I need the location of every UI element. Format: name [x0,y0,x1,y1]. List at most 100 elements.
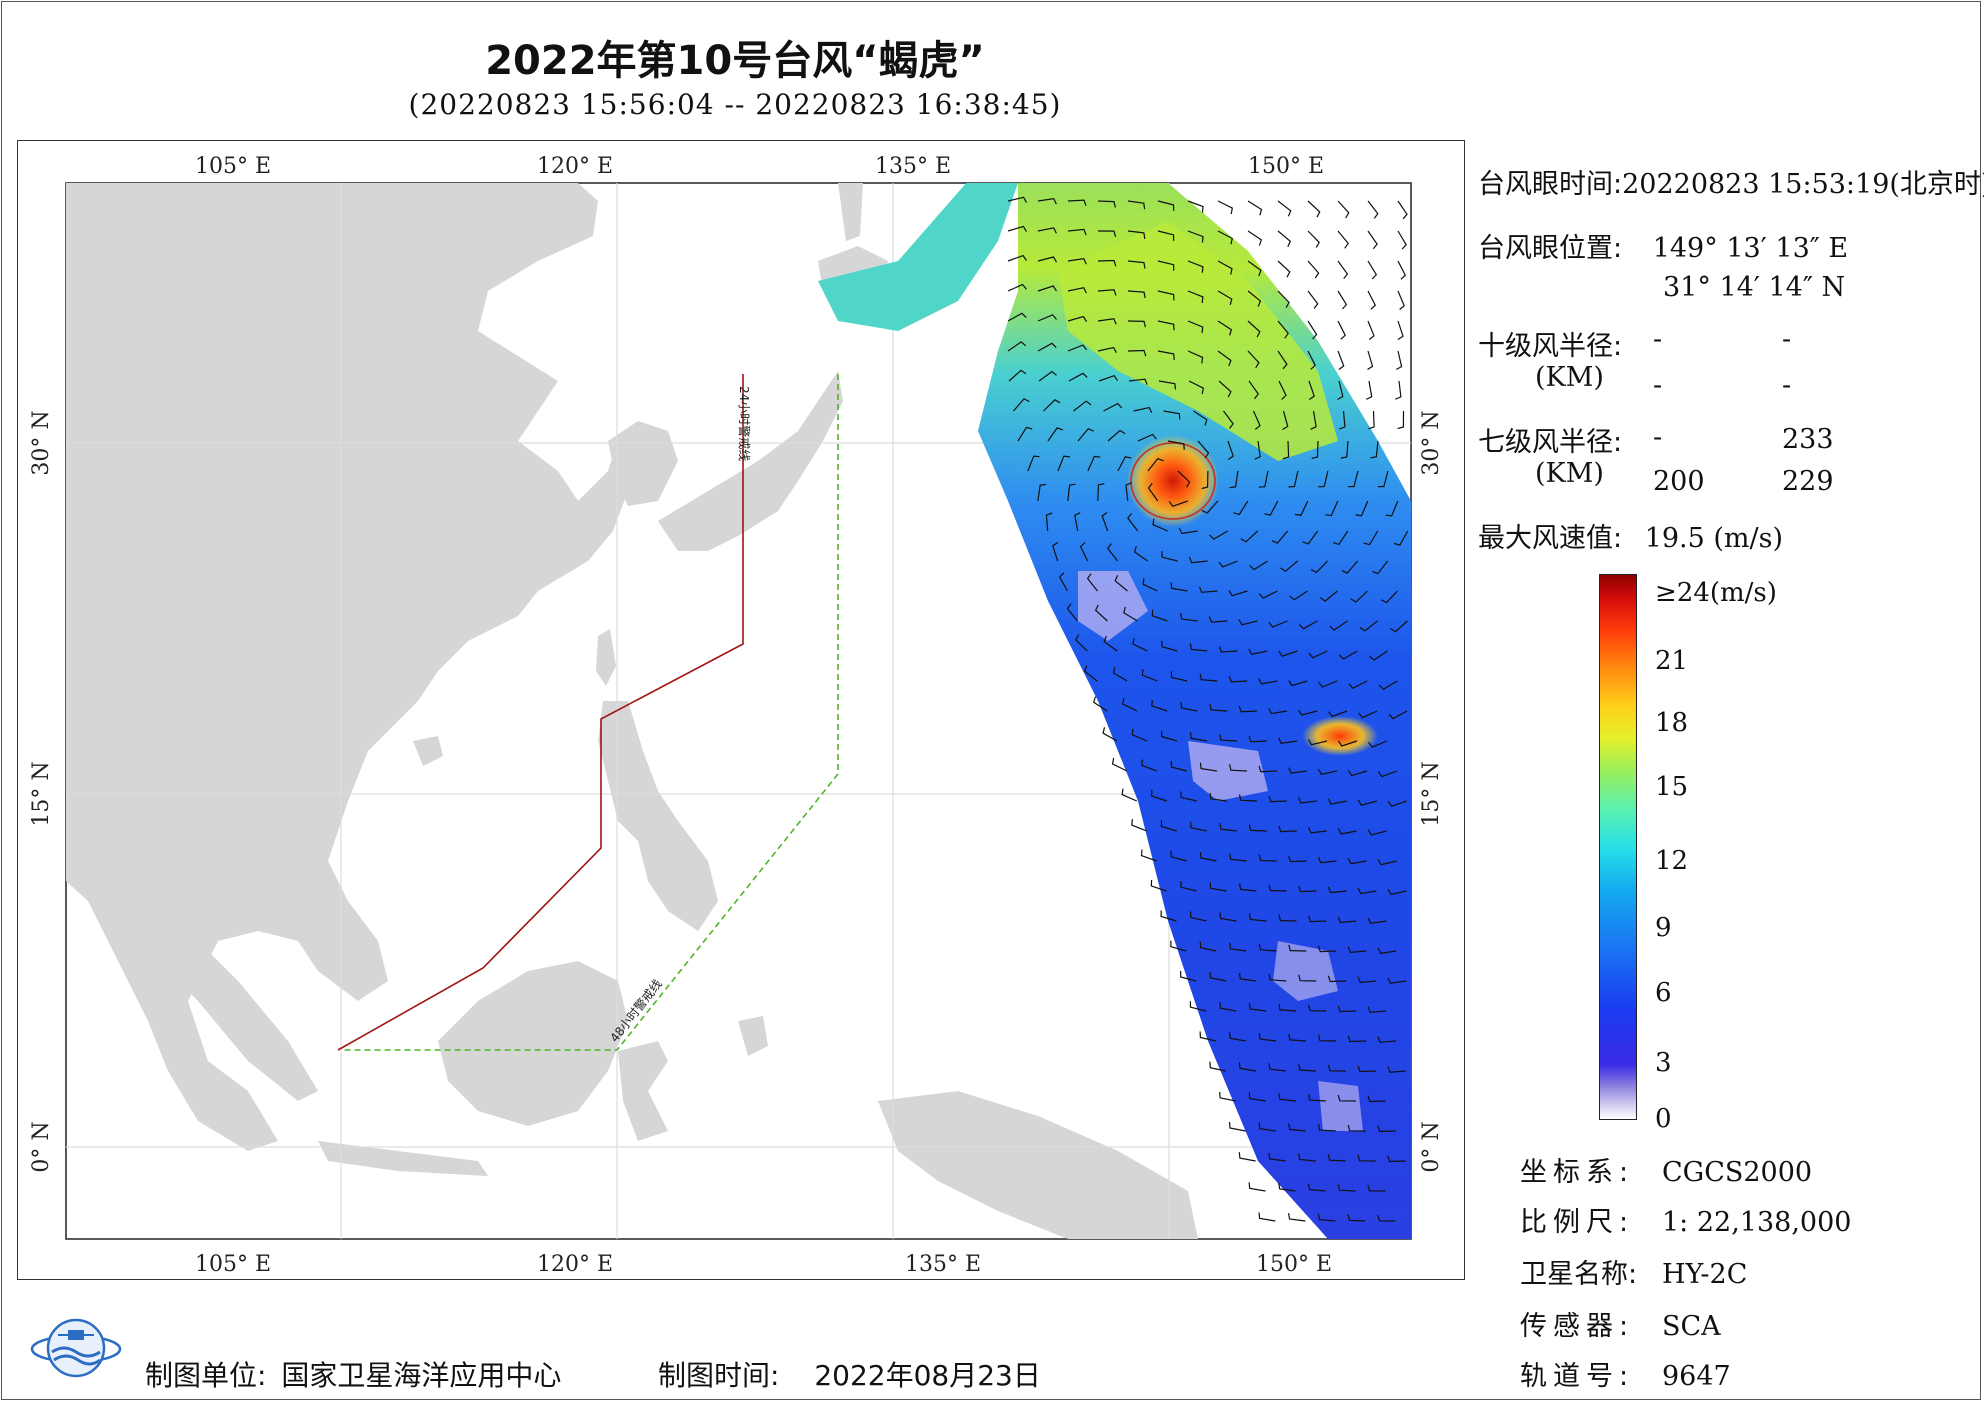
wind-barb [1067,199,1087,206]
wind-barb [1008,369,1027,382]
wind-barb [1180,970,1197,982]
wind-barb [1180,701,1198,712]
wind-barb [1333,530,1349,546]
wind-barb [1397,200,1408,220]
wind-barb [1310,410,1317,430]
wind-barb [1358,710,1378,719]
wind-barb [1337,1184,1356,1192]
wind-barb [1125,482,1132,502]
wind-barb [1067,228,1087,236]
maker-label: 制图单位: [145,1359,267,1392]
eye-position-row: 台风眼位置: 149° 13′ 13″ E [1478,226,1848,265]
wind-barb [1308,650,1328,659]
wind-barb [1193,410,1208,426]
wind-barb [1217,200,1233,215]
low-wind-patch-2 [1188,741,1268,801]
wind-barb [1278,737,1298,744]
wind-barb [1298,885,1317,893]
wind-barb [1329,620,1348,631]
swath-green-band [1058,221,1338,461]
wind-barb [1079,542,1089,562]
hainan [413,736,443,766]
wind-barb [1239,883,1257,892]
wind-barb [1117,456,1132,472]
scale-row: 比例尺: 1: 22,138,000 [1520,1200,1851,1239]
wind-barb [1127,290,1146,299]
wind-barb [1278,380,1287,400]
orbit-label: 轨道号: [1520,1361,1635,1392]
wind-barb [1083,665,1098,682]
wind-barb [1170,850,1187,862]
wind-barb [1086,573,1098,592]
wind-barb [1170,940,1187,952]
wind-barb [1258,1122,1276,1132]
wind-barb [1097,230,1117,238]
wind-barb [1298,797,1317,804]
legend-label-9: 9 [1655,913,1672,943]
wind-barb [1337,1005,1357,1013]
wind-barb [1097,259,1117,267]
wind-barb [1151,609,1168,622]
wind-barb [1369,650,1388,661]
wind-barb [1147,482,1159,502]
wind-barb [1217,260,1233,275]
wind-barb [1319,590,1338,602]
wind-barb [1258,1212,1276,1222]
wind-barb [1037,256,1058,263]
wind-barb [1229,1032,1247,1042]
wind-barb [1388,710,1408,720]
wind-barb [1367,1184,1386,1192]
wind-barb [1098,374,1118,382]
wind-barb [1187,290,1204,303]
wind-barb [1258,470,1269,488]
wind-barb [1111,757,1128,772]
lon-ticks-top: 105° E 120° E 135° E 150° E [195,154,1324,179]
crs-label: 坐标系: [1520,1157,1635,1188]
eye-time-label: 台风眼时间: [1478,169,1623,200]
lon-tick-bottom-135: 135° E [905,1252,981,1277]
wind-barb [1363,530,1379,546]
wind-barb [1141,759,1158,772]
wind-barb [1308,827,1327,834]
wind-barb [1280,560,1298,573]
wind-barb [1337,290,1348,310]
wind-barb [1307,1183,1326,1192]
wind-barb [1248,648,1268,655]
wind-barb [1268,795,1287,803]
wind-barb [1238,1152,1256,1162]
wind-barb [1198,586,1218,593]
wind-barb [1288,470,1299,488]
wind-barb [1366,380,1373,400]
gale-radius-contour [1130,442,1216,520]
wind-barb [1151,699,1168,712]
wind-barb [1302,530,1319,545]
wind-barb [1187,230,1204,243]
sulawesi [618,1041,668,1141]
wind-barb [1357,799,1377,806]
wind-barb [1161,551,1178,562]
wind-barb [1238,794,1257,802]
wind-barb [1233,500,1249,516]
r7-value-sw: 200 [1653,466,1705,497]
wind-barb [1219,734,1238,742]
wind-barb [1218,560,1238,568]
wind-barb [1217,350,1232,367]
satellite-row: 卫星名称: HY-2C [1520,1252,1747,1291]
wind-barb [1387,888,1407,896]
wind-barb [1180,612,1198,622]
wind-barb [1137,433,1157,442]
wind-barb [1038,370,1057,382]
wind-barb [1311,440,1319,459]
wind-barb [1127,513,1139,532]
wind-barb [1097,289,1117,296]
wind-barb [1377,470,1389,488]
wind-barb [1209,882,1227,892]
max-wind-label: 最大风速值: [1478,523,1623,554]
wind-barb [1058,572,1069,592]
wind-barb [1347,470,1359,488]
wind-barb [1157,200,1175,211]
wind-barb [1308,380,1315,400]
wind-barb [1372,560,1389,575]
wind-barb [1317,856,1337,864]
wind-barb [1142,578,1158,592]
